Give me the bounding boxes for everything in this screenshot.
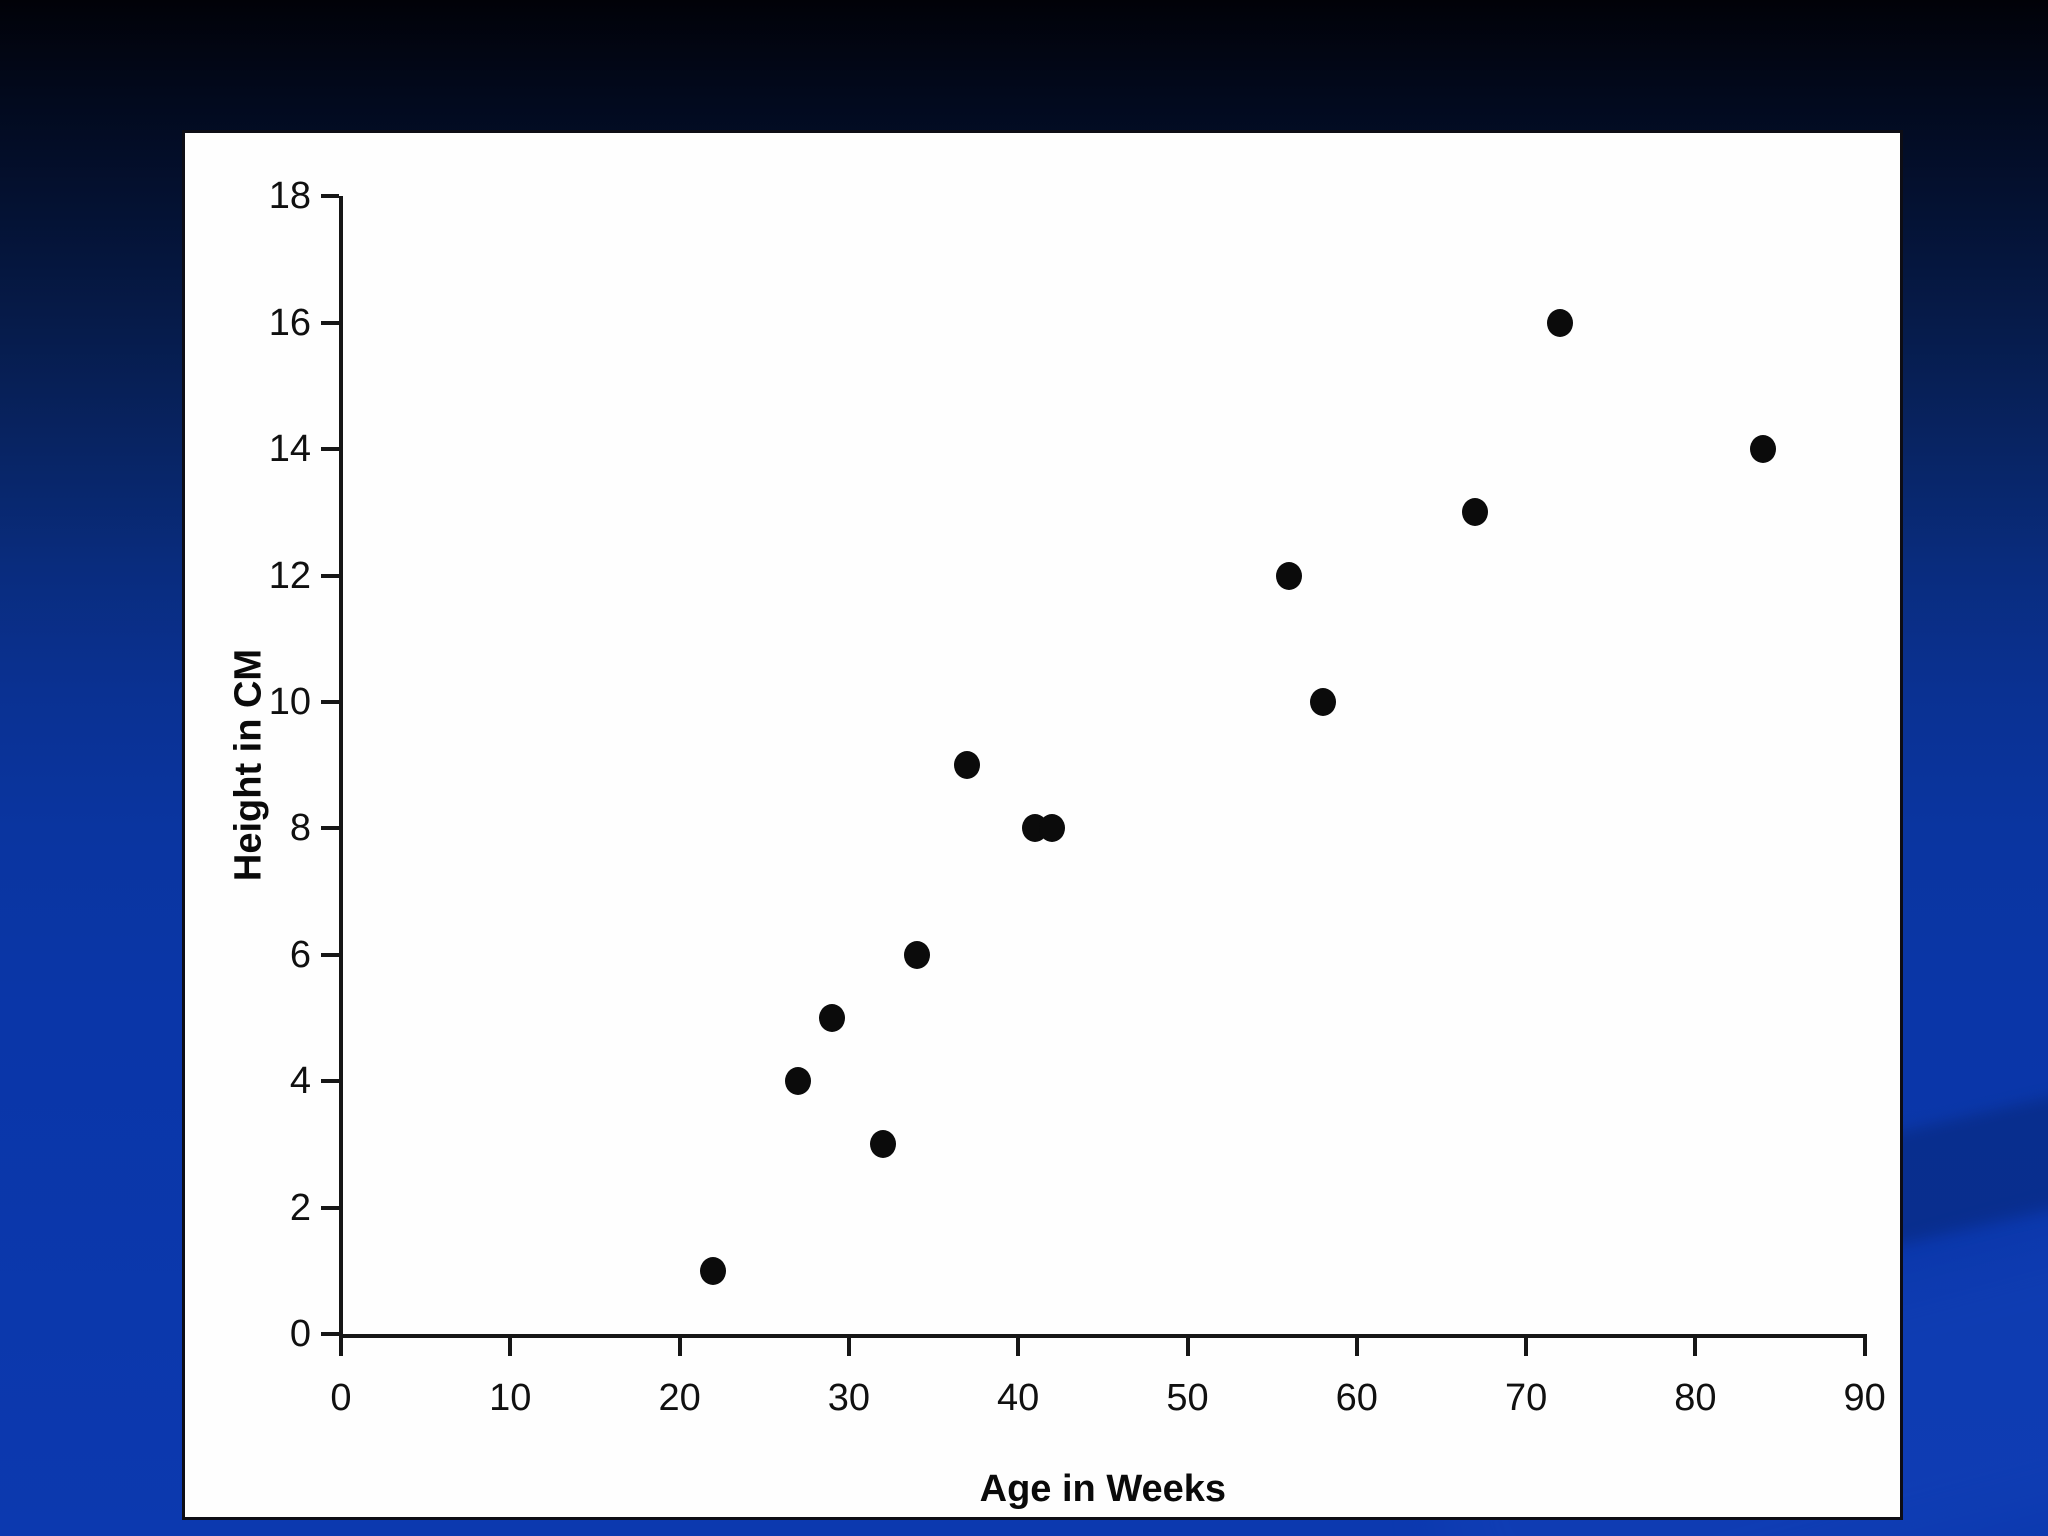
x-tick: [1185, 1338, 1190, 1356]
x-tick-label: 30: [827, 1377, 871, 1419]
x-tick-label: 60: [1335, 1377, 1378, 1419]
x-tick: [1524, 1338, 1529, 1356]
x-tick: [677, 1338, 682, 1356]
data-point: [1750, 435, 1777, 464]
x-tick-label: 40: [997, 1377, 1040, 1419]
x-axis-line: [339, 1334, 1867, 1338]
x-tick: [1016, 1338, 1021, 1356]
data-point: [818, 1004, 845, 1032]
data-point: [869, 1130, 896, 1159]
y-tick: [321, 1332, 339, 1336]
x-tick-label: 10: [489, 1377, 532, 1419]
x-axis-title: Age in Weeks: [979, 1468, 1227, 1510]
data-point: [1309, 688, 1336, 716]
x-tick-label: 0: [330, 1377, 352, 1419]
y-tick-label: 2: [289, 1186, 311, 1229]
y-tick: [321, 700, 339, 704]
y-tick-label: 12: [268, 554, 311, 597]
data-point: [903, 940, 930, 969]
x-tick-label: 20: [658, 1377, 701, 1419]
y-tick-label: 14: [268, 428, 311, 471]
y-tick-label: 10: [268, 681, 311, 723]
x-tick-label: 70: [1504, 1377, 1548, 1419]
y-tick: [321, 826, 339, 831]
y-tick: [321, 1079, 339, 1084]
y-tick-label: 4: [289, 1060, 311, 1103]
data-point: [700, 1256, 727, 1285]
y-tick: [321, 952, 339, 957]
y-tick: [321, 194, 339, 199]
x-tick-label: 90: [1843, 1377, 1886, 1419]
scatter-plot: Age in Weeks Height in CM 0 10 20 30 40 50 60 7…: [185, 133, 1900, 1517]
data-point: [954, 751, 981, 780]
y-tick-label: 0: [289, 1313, 311, 1355]
data-point: [785, 1067, 812, 1096]
y-tick: [321, 320, 339, 325]
x-tick: [1354, 1338, 1359, 1356]
x-tick: [1862, 1338, 1867, 1356]
x-tick-label: 80: [1674, 1377, 1717, 1419]
x-tick: [339, 1338, 343, 1356]
x-tick: [1693, 1338, 1698, 1356]
data-point: [1462, 498, 1489, 527]
x-tick: [508, 1338, 513, 1356]
y-axis-line: [339, 196, 343, 1338]
data-point: [1546, 308, 1573, 337]
chart-panel: Age in Weeks Height in CM 0 10 20 30 40 50 60 7…: [182, 130, 1903, 1520]
y-tick-label: 16: [268, 301, 311, 344]
y-tick-label: 18: [268, 175, 311, 218]
y-tick: [321, 573, 339, 578]
data-point: [1276, 561, 1303, 590]
x-tick: [846, 1338, 851, 1356]
y-tick-label: 8: [289, 807, 311, 850]
data-point: [1039, 814, 1066, 843]
y-tick-label: 6: [289, 933, 311, 976]
y-tick: [321, 447, 339, 452]
y-tick: [321, 1205, 339, 1210]
x-tick-label: 50: [1166, 1377, 1209, 1419]
